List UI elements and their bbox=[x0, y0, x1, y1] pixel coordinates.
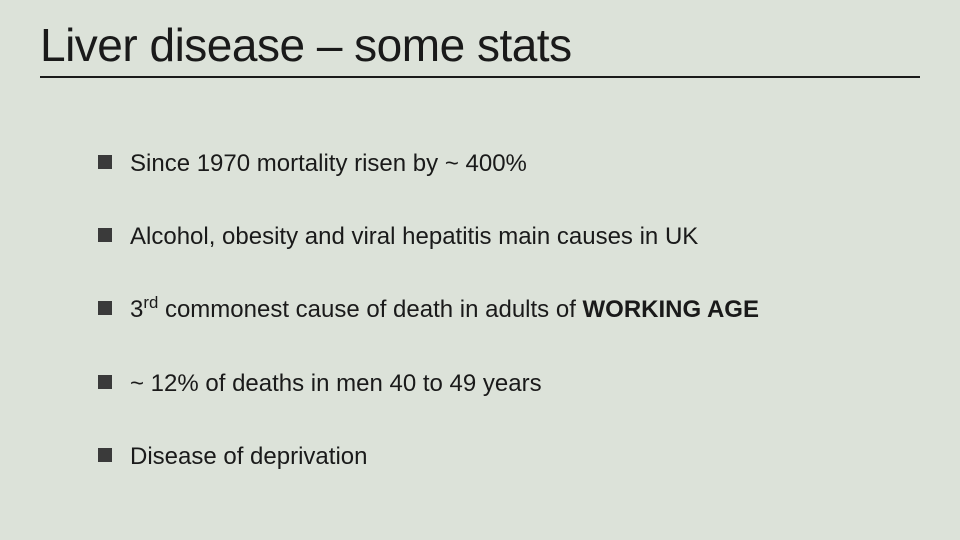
list-item: Since 1970 mortality risen by ~ 400% bbox=[98, 148, 920, 179]
slide-container: Liver disease – some stats Since 1970 mo… bbox=[0, 0, 960, 540]
square-bullet-icon bbox=[98, 228, 112, 242]
bullet-mid: commonest cause of death in adults of bbox=[158, 296, 582, 323]
bullet-superscript: rd bbox=[143, 293, 158, 312]
bullet-prefix: 3 bbox=[130, 296, 143, 323]
bullet-text: 3rd commonest cause of death in adults o… bbox=[130, 294, 920, 325]
square-bullet-icon bbox=[98, 448, 112, 462]
slide-title: Liver disease – some stats bbox=[40, 18, 920, 72]
list-item: 3rd commonest cause of death in adults o… bbox=[98, 294, 920, 325]
list-item: ~ 12% of deaths in men 40 to 49 years bbox=[98, 368, 920, 399]
bullet-text: ~ 12% of deaths in men 40 to 49 years bbox=[130, 368, 920, 399]
bullet-text: Since 1970 mortality risen by ~ 400% bbox=[130, 148, 920, 179]
square-bullet-icon bbox=[98, 155, 112, 169]
list-item: Disease of deprivation bbox=[98, 441, 920, 472]
title-underline bbox=[40, 76, 920, 78]
square-bullet-icon bbox=[98, 301, 112, 315]
bullet-text: Alcohol, obesity and viral hepatitis mai… bbox=[130, 221, 920, 252]
bullet-bold: WORKING AGE bbox=[583, 296, 759, 323]
list-item: Alcohol, obesity and viral hepatitis mai… bbox=[98, 221, 920, 252]
bullet-list: Since 1970 mortality risen by ~ 400% Alc… bbox=[40, 148, 920, 472]
square-bullet-icon bbox=[98, 375, 112, 389]
bullet-text: Disease of deprivation bbox=[130, 441, 920, 472]
